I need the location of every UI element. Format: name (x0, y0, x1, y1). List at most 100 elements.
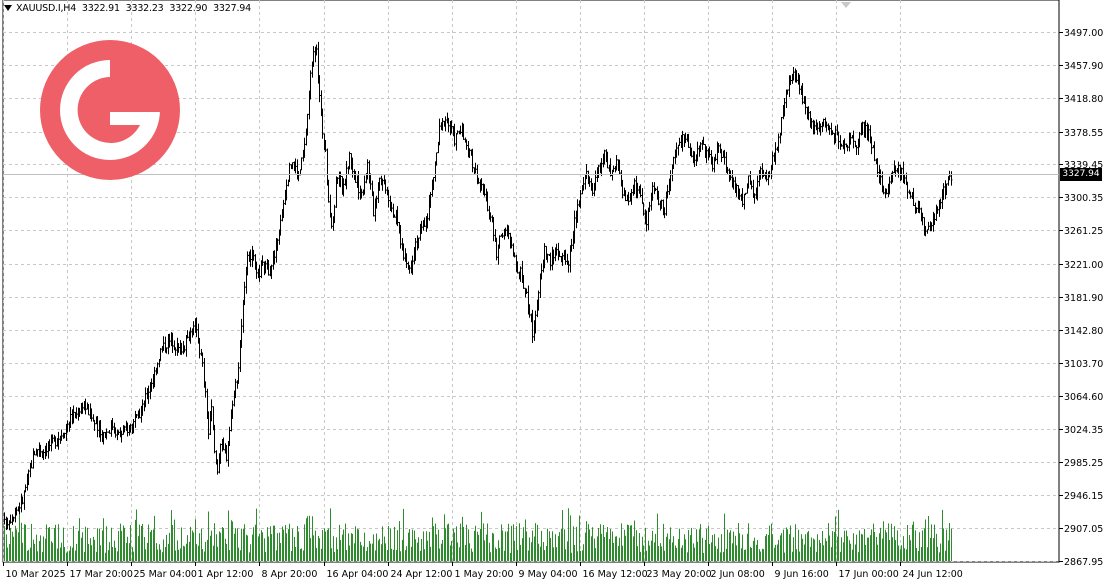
price-bar (222, 437, 225, 451)
x-tick-label: 16 Apr 04:00 (327, 569, 389, 580)
price-bar (504, 227, 507, 237)
price-bar (204, 381, 207, 398)
price-bar (336, 177, 339, 185)
price-bar (846, 144, 849, 152)
price-bar (918, 201, 921, 214)
price-bar (447, 117, 450, 133)
price-bar (641, 188, 644, 205)
price-bar (138, 408, 141, 419)
price-bar (609, 158, 612, 177)
price-bar (180, 342, 183, 355)
broker-logo-icon (40, 40, 180, 180)
price-bar (786, 89, 789, 95)
price-bar (677, 144, 680, 156)
price-bar (744, 192, 747, 196)
price-bar (615, 154, 618, 171)
price-bar (810, 118, 813, 130)
price-bar (105, 428, 108, 440)
price-bar (867, 124, 870, 142)
ohlc-bars (3, 41, 953, 531)
y-tick-label: 3064.60 (1064, 392, 1103, 403)
price-bar (540, 263, 543, 280)
price-bar (15, 506, 18, 516)
price-bar (735, 183, 738, 197)
price-bar (120, 430, 123, 443)
price-bar (630, 188, 633, 205)
price-bar (246, 251, 249, 276)
price-bar (888, 176, 891, 195)
price-bar (663, 207, 666, 219)
price-bar (330, 212, 333, 229)
price-bar (366, 159, 369, 180)
price-bar (843, 138, 846, 154)
y-tick-label: 3181.90 (1064, 293, 1103, 304)
price-bar (750, 180, 753, 190)
price-bar (455, 133, 458, 151)
price-bar (186, 330, 189, 339)
price-bar (534, 310, 537, 334)
price-bar (114, 427, 117, 438)
price-bar (23, 490, 26, 510)
price-bar (198, 337, 201, 359)
price-bar (291, 162, 294, 170)
price-bar (828, 125, 831, 135)
price-bar (6, 517, 9, 530)
price-bar (795, 70, 798, 83)
y-tick-label: 2867.95 (1064, 557, 1103, 568)
price-bar (402, 243, 405, 261)
price-bar (456, 130, 459, 135)
price-bar (702, 136, 705, 145)
x-tick-label: 24 Jun 12:00 (903, 569, 963, 580)
price-bar (567, 260, 570, 273)
price-bar (705, 146, 708, 164)
price-bar (618, 159, 621, 175)
chart-shift-marker-icon[interactable] (841, 2, 851, 8)
price-bar (861, 121, 864, 135)
price-bar (903, 174, 906, 185)
price-bar (950, 171, 953, 186)
price-bar (849, 132, 852, 145)
price-bar (228, 426, 231, 447)
price-bar (906, 181, 909, 199)
price-bar (321, 108, 324, 139)
price-bar (315, 44, 318, 56)
price-bar (549, 252, 552, 271)
price-bar (498, 235, 501, 249)
price-bar (345, 160, 348, 190)
price-bar (743, 193, 746, 210)
price-bar (798, 74, 801, 95)
price-bar (762, 169, 765, 177)
price-bar (429, 191, 432, 208)
x-tick-label: 8 Apr 20:00 (262, 569, 318, 580)
price-bar (183, 345, 186, 353)
price-bar (36, 449, 39, 457)
current-price-tag: 3327.94 (1060, 168, 1102, 181)
price-bar (135, 414, 138, 418)
price-bar (192, 321, 195, 336)
price-bar (819, 123, 822, 136)
price-bar (579, 190, 582, 209)
price-bar (600, 158, 603, 177)
y-tick-label: 2907.05 (1064, 524, 1103, 535)
price-bar (687, 133, 690, 148)
price-bar (561, 252, 564, 266)
price-bar (387, 189, 390, 208)
price-bar (783, 97, 786, 117)
price-bar (309, 70, 312, 100)
price-bar (459, 125, 462, 135)
price-bar (696, 141, 699, 162)
price-bar (42, 449, 45, 460)
price-bar (21, 496, 24, 505)
price-bar (255, 261, 258, 279)
symbol-menu-icon[interactable] (4, 4, 12, 11)
price-bar (54, 436, 57, 449)
y-tick-label: 3221.00 (1064, 260, 1103, 271)
price-bar (261, 255, 264, 266)
price-bar (267, 259, 270, 276)
price-bar (708, 146, 711, 158)
price-bar (216, 459, 219, 475)
price-bar (243, 281, 246, 306)
price-bar (435, 152, 438, 166)
price-bar (924, 225, 927, 237)
